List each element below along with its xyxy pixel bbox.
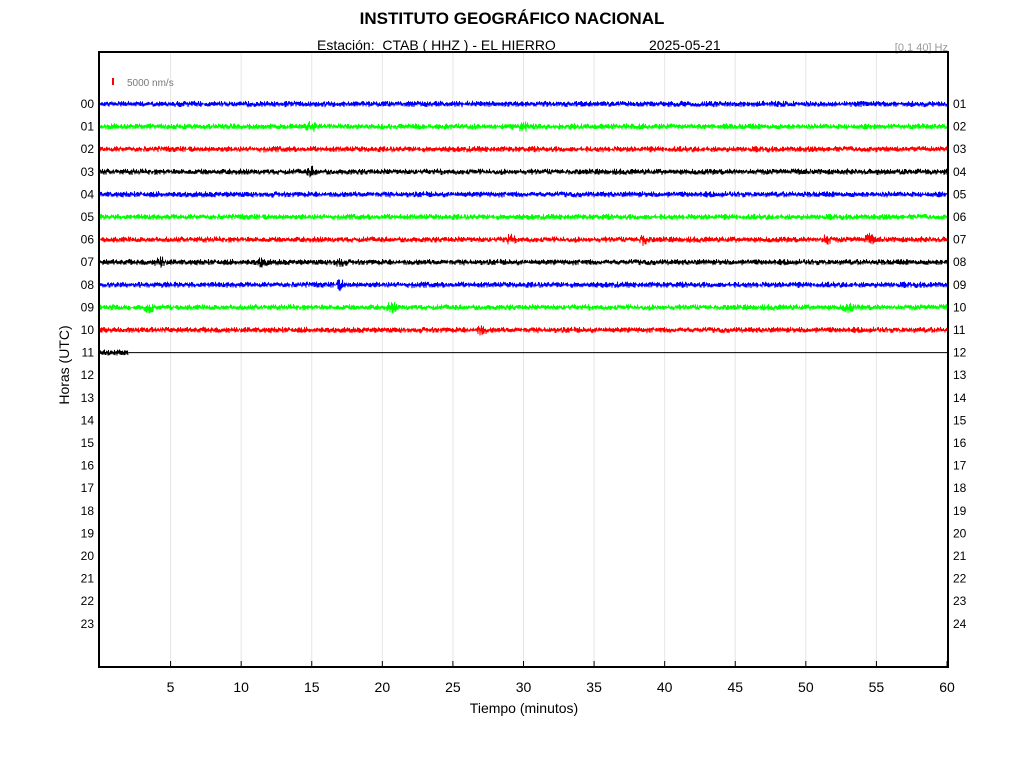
trace-hour-09 [99,301,948,314]
trace-hour-07 [99,256,948,268]
grid-lines [170,52,948,667]
hour-label-right: 17 [953,459,967,473]
hour-label-right: 07 [953,233,967,247]
hour-label-right: 24 [953,617,967,631]
x-tick-label: 45 [727,679,743,695]
scale-bar [112,78,114,85]
hour-label-right: 19 [953,504,967,518]
hour-label-left: 10 [81,323,95,337]
x-axis-label: Tiempo (minutos) [469,700,579,716]
hour-label-left: 05 [81,210,95,224]
station-label: Estación: CTAB ( HHZ ) - EL HIERRO [317,37,556,53]
hour-label-left: 12 [81,368,95,382]
hour-label-left: 09 [81,300,95,314]
hour-label-right: 08 [953,255,967,269]
hour-label-left: 17 [81,481,95,495]
x-tick-label: 60 [939,679,955,695]
hour-label-right: 13 [953,368,967,382]
hour-label-left: 18 [81,504,95,518]
hour-label-right: 16 [953,436,967,450]
hour-label-right: 23 [953,594,967,608]
x-tick-label: 40 [657,679,673,695]
trace-hour-02 [99,145,948,153]
hour-label-left: 20 [81,549,95,563]
date-label: 2025-05-21 [649,37,721,53]
hour-label-left: 08 [81,278,95,292]
hour-label-right: 05 [953,187,967,201]
hour-label-left: 03 [81,165,95,179]
trace-hour-08 [99,279,948,292]
hour-label-left: 04 [81,187,95,201]
plot-frame [98,51,949,668]
x-tick-label: 50 [798,679,814,695]
hour-label-right: 06 [953,210,967,224]
hour-label-right: 04 [953,165,967,179]
y-axis-label: Horas (UTC) [56,325,72,405]
trace-hour-11 [99,349,129,356]
hour-label-right: 20 [953,526,967,540]
hour-label-right: 02 [953,120,967,134]
hour-label-left: 16 [81,459,95,473]
x-tick-label: 20 [375,679,391,695]
hour-label-right: 01 [953,97,967,111]
hour-label-left: 15 [81,436,95,450]
x-tick-label: 5 [167,679,175,695]
hour-label-right: 18 [953,481,967,495]
hour-label-left: 19 [81,526,95,540]
page-title: INSTITUTO GEOGRÁFICO NACIONAL [359,9,665,28]
trace-hour-10 [99,325,948,336]
x-tick-label: 30 [516,679,532,695]
hour-label-right: 22 [953,572,967,586]
hour-label-right: 10 [953,300,967,314]
hour-label-right: 11 [953,323,966,337]
hour-label-right: 09 [953,278,967,292]
trace-hour-05 [99,213,948,221]
x-tick-label: 25 [445,679,461,695]
trace-hour-04 [99,190,948,199]
scale-bar-label: 5000 nm/s [127,78,174,89]
hour-label-right: 03 [953,142,967,156]
hour-label-left: 01 [81,120,95,134]
x-tick-label: 10 [233,679,249,695]
trace-hour-00 [99,100,948,108]
trace-hour-03 [99,165,948,178]
hour-label-left: 21 [81,572,95,586]
trace-hour-06 [99,232,948,247]
x-tick-label: 55 [869,679,885,695]
seismic-traces [99,100,948,356]
hour-label-left: 11 [82,346,95,360]
hour-label-left: 00 [81,97,95,111]
hour-label-left: 22 [81,594,95,608]
hour-label-right: 14 [953,391,967,405]
hour-label-left: 06 [81,233,95,247]
hour-label-right: 12 [953,346,967,360]
x-tick-label: 35 [586,679,602,695]
hour-label-left: 02 [81,142,95,156]
station-info: Estación: CTAB ( HHZ ) - EL HIERRO 2025-… [0,37,1024,55]
hour-label-left: 13 [81,391,95,405]
hour-label-right: 15 [953,413,967,427]
hour-label-right: 21 [953,549,967,563]
trace-hour-01 [99,121,948,133]
x-tick-label: 15 [304,679,320,695]
hour-label-left: 07 [81,255,95,269]
hour-label-left: 14 [81,413,95,427]
hour-label-left: 23 [81,617,95,631]
axis-labels: 5 10 15 20 25 30 35 40 45 50 55 60 00 01 02 03 04 05 06 07 0… [81,78,967,695]
